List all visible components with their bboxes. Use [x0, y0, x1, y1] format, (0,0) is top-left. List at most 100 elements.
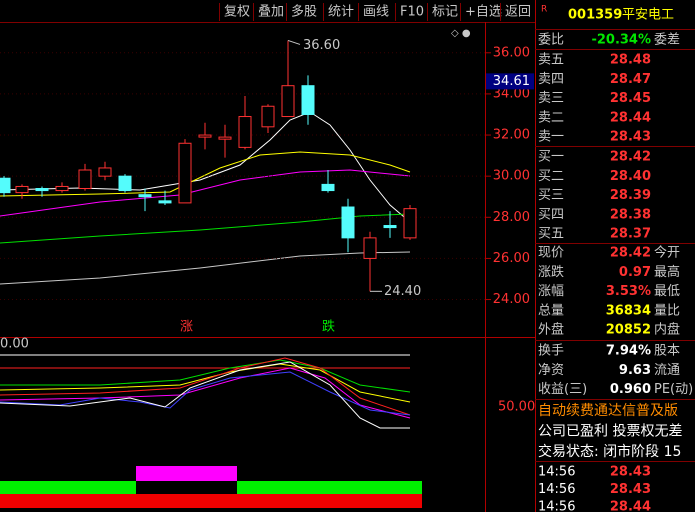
finance-extra: PE(动) — [654, 382, 693, 397]
trade-price: 28.43 — [610, 465, 651, 480]
ask-label: 卖三 — [538, 91, 564, 106]
bid-value: 28.37 — [610, 227, 651, 242]
news-line[interactable]: 自动续费通达信普及版 — [538, 402, 678, 419]
indicator-top-label: 0.00 — [0, 337, 29, 352]
stat-label: 总量 — [538, 303, 564, 318]
bid-ratio-value: -20.34% — [591, 33, 651, 48]
ma-line — [0, 213, 411, 244]
signal-down: 跌 — [322, 319, 335, 335]
news-line: 公司已盈利 投票权无差 — [538, 424, 682, 440]
toolbar-button[interactable]: 返回 — [505, 5, 531, 20]
ask-label: 卖二 — [538, 110, 564, 125]
bid-value: 28.39 — [610, 188, 651, 203]
trade-time: 14:56 — [538, 482, 575, 497]
candle-body — [363, 237, 377, 259]
candle-body — [198, 134, 212, 138]
toolbar-button[interactable]: 复权 — [224, 4, 250, 20]
indicator-line — [0, 367, 411, 419]
candle-body — [261, 105, 275, 128]
bid-ratio-extra: 委差 — [654, 33, 680, 48]
finance-extra: 流通 — [654, 363, 680, 378]
finance-extra: 股本 — [654, 344, 680, 359]
stat-label: 涨跌 — [538, 264, 564, 280]
finance-label: 净资 — [538, 363, 564, 378]
stock-name: 平安电工 — [622, 8, 674, 23]
stat-extra: 最低 — [654, 284, 680, 299]
toolbar-button[interactable]: 标记 — [432, 5, 458, 20]
y-tick-label: 36.00 — [493, 45, 530, 60]
candle-body — [55, 185, 69, 192]
indicator-line — [0, 361, 410, 429]
stat-label: 涨幅 — [538, 284, 564, 299]
ask-label: 卖一 — [538, 130, 564, 145]
ma-line — [0, 111, 411, 223]
ask-value: 28.48 — [610, 53, 651, 68]
candle-body — [341, 206, 355, 239]
stat-extra: 量比 — [654, 303, 680, 318]
stat-value: 36834 — [606, 303, 651, 318]
ask-label: 卖四 — [538, 72, 564, 87]
ask-label: 卖五 — [538, 53, 564, 68]
toolbar-button[interactable]: F10 — [400, 5, 424, 20]
bid-label: 买二 — [538, 169, 564, 184]
candle-body — [35, 188, 49, 192]
ma-line — [0, 151, 411, 197]
bid-label: 买五 — [538, 227, 564, 242]
stat-value: 28.42 — [610, 246, 651, 261]
news-line: 交易状态: 闭市阶段 15 — [538, 443, 681, 460]
high-pointer — [287, 39, 301, 45]
signal-up: 涨 — [180, 320, 193, 335]
stat-value: 0.97 — [619, 265, 651, 280]
finance-value: 7.94% — [606, 344, 651, 359]
finance-value: 9.63 — [619, 363, 651, 378]
indicator-line — [0, 371, 411, 416]
candle-body — [403, 208, 417, 239]
candle-body — [0, 177, 11, 194]
toolbar-button[interactable]: 叠加 — [258, 5, 284, 20]
finance-value: 0.960 — [610, 382, 651, 397]
trade-time: 14:56 — [538, 465, 575, 480]
y-tick-label: 30.00 — [493, 169, 530, 184]
stat-label: 外盘 — [538, 322, 564, 338]
indicator-line — [0, 359, 411, 393]
y-tick-label: 34.00 — [493, 86, 530, 101]
stat-value: 3.53% — [606, 284, 651, 299]
icon[interactable]: ◇ ● — [451, 28, 471, 39]
y-tick-label: 24.00 — [493, 292, 530, 307]
bid-label: 买一 — [538, 150, 564, 165]
indicator-mid-label: 50.00 — [498, 400, 535, 415]
finance-label: 收益(三) — [538, 382, 587, 397]
ask-value: 28.43 — [610, 130, 651, 145]
y-tick-label: 32.00 — [493, 128, 530, 143]
candle-body — [98, 167, 112, 177]
candle-body — [383, 225, 397, 229]
candle-body — [281, 85, 295, 118]
ask-value: 28.45 — [610, 91, 651, 106]
candle-body — [158, 200, 172, 204]
bid-label: 买三 — [538, 188, 564, 203]
bid-value: 28.40 — [610, 169, 651, 184]
cursor-price-label: 34.61 — [493, 74, 530, 89]
toolbar-button[interactable]: +自选 — [465, 5, 502, 20]
trade-price: 28.43 — [610, 482, 651, 497]
toolbar-button[interactable]: 多股 — [291, 4, 317, 20]
candle-body — [15, 185, 29, 194]
y-tick-label: 28.00 — [493, 210, 530, 225]
stat-extra: 最高 — [654, 264, 680, 280]
cursor-price-box — [486, 73, 534, 90]
toolbar-button[interactable]: 画线 — [363, 5, 389, 20]
stock-code: 001359 — [568, 8, 622, 23]
stat-extra: 今开 — [654, 245, 680, 261]
finance-label: 换手 — [538, 344, 564, 359]
candle-body — [301, 85, 315, 115]
ask-value: 28.47 — [610, 72, 651, 87]
signal-bar — [237, 481, 422, 494]
bid-label: 买四 — [538, 207, 564, 222]
candle-body — [321, 183, 335, 192]
candle-body — [138, 194, 152, 198]
toolbar-button[interactable]: 统计 — [328, 5, 354, 20]
indicator-line — [0, 357, 411, 416]
y-tick-label: 26.00 — [493, 251, 530, 266]
